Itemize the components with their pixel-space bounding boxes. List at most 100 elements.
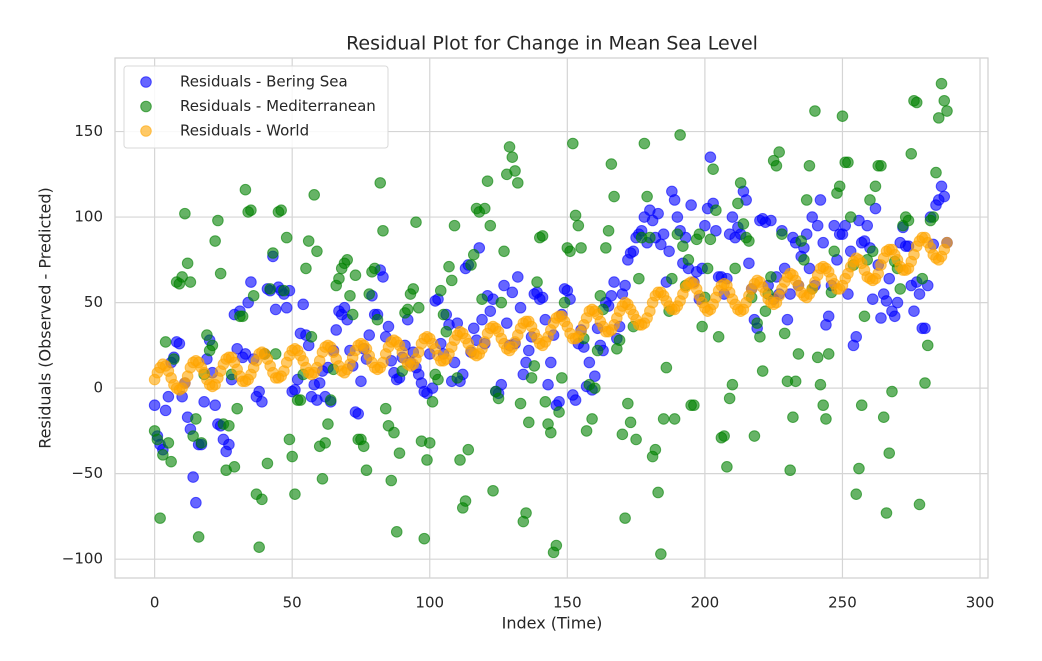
data-point (511, 177, 524, 189)
data-point (487, 484, 499, 497)
data-point (586, 413, 598, 425)
data-point (253, 385, 265, 398)
data-point (864, 194, 876, 206)
data-point (190, 413, 202, 425)
data-point (278, 284, 290, 297)
data-point (935, 180, 948, 193)
data-point (256, 396, 268, 408)
data-point (520, 507, 532, 519)
data-point (184, 276, 197, 288)
data-point (360, 464, 373, 477)
legend-label: Residuals - Bering Sea (180, 73, 348, 91)
data-point (503, 141, 516, 153)
data-point (602, 224, 615, 237)
data-point (589, 382, 601, 394)
data-point (300, 262, 312, 275)
data-point (236, 310, 249, 323)
data-point (704, 151, 717, 164)
data-point (732, 197, 744, 210)
data-point (817, 236, 829, 249)
data-point (322, 418, 334, 430)
data-point (726, 211, 739, 223)
data-point (280, 301, 293, 314)
data-point (564, 245, 576, 258)
data-point (275, 204, 287, 217)
data-point (638, 137, 651, 150)
data-point (850, 331, 863, 343)
data-point (289, 384, 301, 396)
data-point (778, 327, 791, 340)
data-point (201, 329, 213, 341)
data-point (723, 392, 736, 405)
data-point (445, 274, 458, 287)
data-point (630, 433, 642, 446)
data-point (289, 488, 301, 500)
data-point (836, 110, 849, 122)
data-point (710, 224, 722, 237)
data-point (324, 394, 337, 406)
data-point (657, 413, 670, 425)
data-point (756, 365, 769, 377)
data-point (781, 313, 794, 326)
data-point (811, 351, 824, 364)
data-point (344, 289, 356, 302)
data-point (426, 396, 439, 408)
data-point (721, 461, 733, 473)
data-point (231, 342, 243, 355)
data-point (839, 219, 852, 232)
data-point (842, 288, 854, 300)
data-point (148, 399, 161, 412)
data-point (858, 310, 871, 323)
data-point (605, 158, 618, 170)
data-point (572, 219, 585, 232)
data-point (773, 146, 785, 158)
data-point (382, 320, 395, 333)
data-point (789, 375, 802, 388)
data-point (245, 204, 257, 217)
data-point (693, 228, 706, 240)
data-point (412, 301, 425, 314)
data-point (297, 298, 309, 311)
legend-marker (140, 125, 152, 137)
data-point (927, 211, 940, 223)
data-point (368, 262, 381, 275)
data-point (729, 262, 741, 275)
y-axis-label: Residuals (Observed - Predicted) (36, 187, 55, 449)
data-point (426, 382, 439, 394)
data-point (869, 202, 882, 215)
data-point (891, 296, 904, 309)
data-point (913, 288, 926, 300)
data-point (828, 245, 841, 258)
data-point (553, 396, 565, 408)
data-point (649, 443, 662, 456)
legend-label: Residuals - Mediterranean (180, 97, 376, 115)
data-point (341, 254, 354, 266)
data-point (261, 457, 274, 470)
data-point (410, 216, 422, 229)
data-point (800, 194, 813, 206)
data-point (495, 296, 508, 309)
data-point (594, 289, 607, 302)
data-point (536, 291, 549, 304)
y-tick-label: 0 (93, 379, 103, 397)
x-tick-label: 250 (828, 594, 857, 612)
x-tick-label: 150 (553, 594, 582, 612)
data-point (550, 539, 563, 552)
y-tick-label: −100 (62, 550, 103, 568)
data-point (919, 322, 931, 335)
data-point (349, 269, 362, 282)
data-point (498, 279, 510, 292)
data-point (476, 293, 488, 305)
data-point (616, 428, 629, 441)
data-point (641, 190, 653, 203)
data-point (352, 407, 365, 420)
data-point (388, 426, 400, 439)
data-point (902, 214, 915, 227)
data-point (853, 462, 865, 475)
data-point (346, 308, 359, 321)
data-point (209, 235, 221, 247)
data-point (467, 322, 480, 335)
data-point (264, 283, 276, 295)
data-point (655, 548, 667, 560)
data-point (737, 218, 750, 230)
